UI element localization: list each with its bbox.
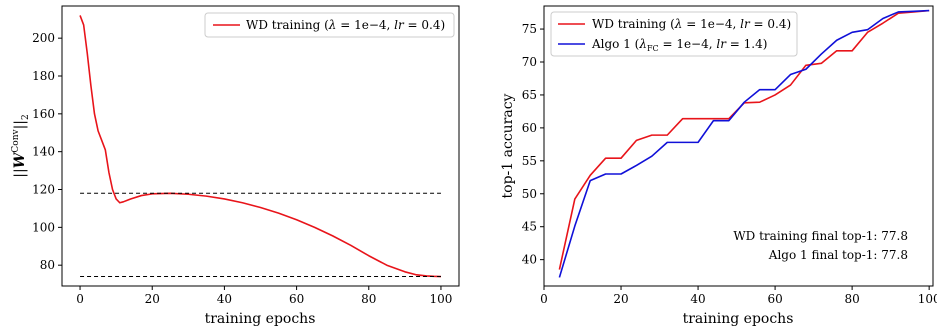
left-legend: WD training (λ = 1e−4, lr = 0.4) [205, 13, 454, 37]
left-x-tick-label: 0 [76, 292, 84, 306]
right-x-tick-label: 60 [767, 292, 782, 306]
left-y-tick-label: 100 [32, 220, 55, 234]
right-x-tick-label: 0 [540, 292, 548, 306]
right-x-tick-label: 80 [844, 292, 859, 306]
left-y-tick-label: 180 [32, 69, 55, 83]
left-y-tick-label: 200 [32, 31, 55, 45]
right-x-ticks: 0 20 40 60 80 100 [540, 286, 937, 306]
left-y-tick-label: 160 [32, 107, 55, 121]
left-legend-label-wd: WD training (λ = 1e−4, lr = 0.4) [246, 18, 445, 32]
right-legend-label-algo: Algo 1 (λFC = 1e−4, lr = 1.4) [591, 37, 767, 53]
right-y-tick-label: 50 [522, 187, 537, 201]
left-x-tick-label: 60 [289, 292, 304, 306]
right-y-tick-label: 55 [522, 154, 537, 168]
right-legend: WD training (λ = 1e−4, lr = 0.4) Algo 1 … [551, 12, 797, 56]
right-y-tick-label: 40 [522, 253, 537, 267]
left-chart: 0 20 40 60 80 100 80 100 120 140 160 180 200 traini… [11, 6, 459, 327]
right-y-ticks: 40 45 50 55 60 65 70 75 [522, 22, 544, 267]
left-x-tick-label: 100 [430, 292, 453, 306]
right-x-axis-label: training epochs [683, 311, 794, 327]
right-y-tick-label: 45 [522, 220, 537, 234]
right-y-tick-label: 60 [522, 121, 537, 135]
left-x-tick-label: 40 [217, 292, 232, 306]
right-y-tick-label: 75 [522, 22, 537, 36]
left-plot-frame [62, 6, 459, 286]
right-y-tick-label: 65 [522, 88, 537, 102]
left-y-tick-label: 120 [32, 183, 55, 197]
right-x-tick-label: 100 [918, 292, 937, 306]
right-x-tick-label: 20 [613, 292, 628, 306]
left-y-tick-label: 80 [40, 258, 55, 272]
left-x-tick-label: 80 [361, 292, 376, 306]
left-x-tick-label: 20 [145, 292, 160, 306]
left-x-axis-label: training epochs [205, 311, 316, 327]
left-chart-marks [80, 15, 441, 276]
right-y-axis-label: top-1 accuracy [500, 93, 516, 198]
left-y-axis-label: ||WConv||2 [11, 114, 31, 178]
left-series-line-0 [80, 15, 441, 276]
right-legend-label-wd: WD training (λ = 1e−4, lr = 0.4) [592, 17, 791, 31]
right-x-tick-label: 40 [690, 292, 705, 306]
right-annotation-algo-final: Algo 1 final top-1: 77.8 [768, 248, 908, 262]
right-annotation-wd-final: WD training final top-1: 77.8 [733, 229, 908, 243]
right-chart: 0 20 40 60 80 100 40 45 50 55 60 65 70 75 training e… [500, 6, 937, 327]
left-y-ticks: 80 100 120 140 160 180 200 [32, 31, 62, 272]
left-y-tick-label: 140 [32, 145, 55, 159]
left-x-ticks: 0 20 40 60 80 100 [76, 286, 452, 306]
right-y-tick-label: 70 [522, 55, 537, 69]
